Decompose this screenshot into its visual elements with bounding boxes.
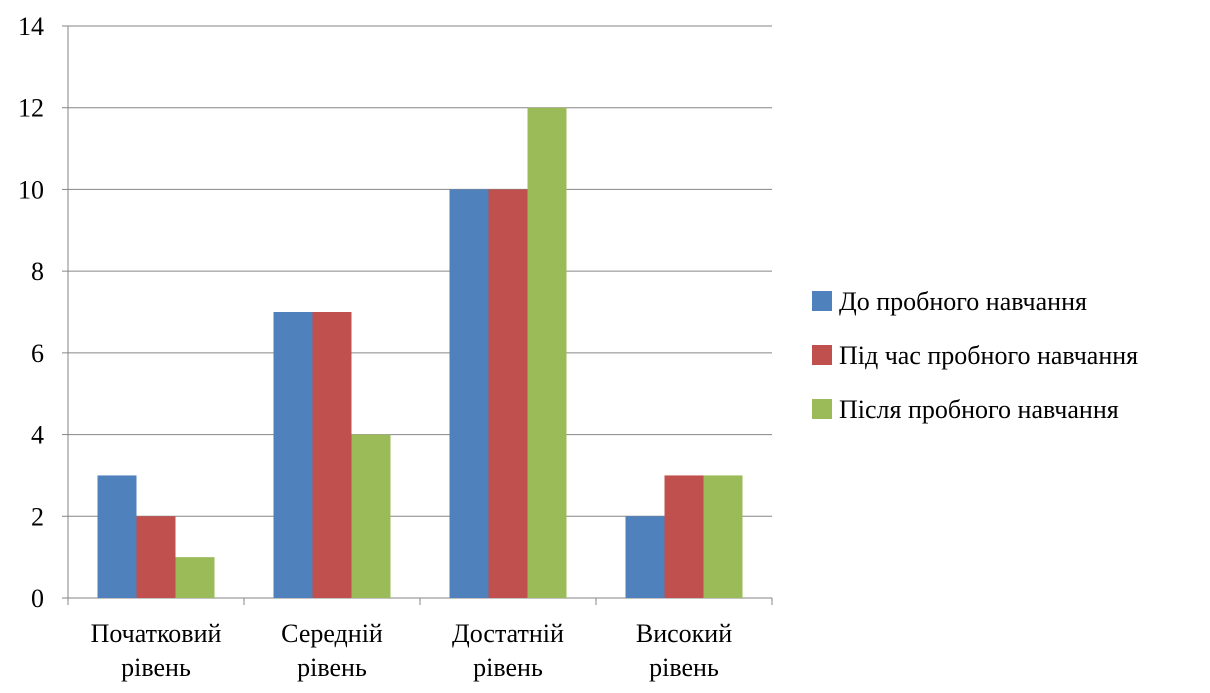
legend-item: Під час пробного навчання — [812, 341, 1138, 370]
x-category-label-line: Середній — [281, 619, 383, 648]
legend-label: Під час пробного навчання — [839, 341, 1138, 370]
bar-series-3-category-4 — [703, 475, 743, 598]
y-tick-label: 8 — [31, 257, 44, 286]
y-tick-label: 6 — [31, 339, 44, 368]
legend-label: До пробного навчання — [839, 287, 1087, 316]
x-category-label: Початковий рівень — [91, 619, 222, 682]
bar-series-3-category-1 — [175, 557, 215, 598]
bar-series-2-category-2 — [312, 312, 352, 598]
gridlines — [68, 25, 772, 517]
bar-series-1-category-1 — [97, 475, 137, 598]
legend-swatch — [812, 345, 832, 365]
bars — [97, 107, 743, 598]
x-category-label-line: рівень — [649, 653, 719, 682]
x-category-label-line: Достатній — [452, 619, 564, 648]
legend-swatch — [812, 291, 832, 311]
legend-swatch — [812, 399, 832, 419]
legend: До пробного навчання Під час пробного нав… — [812, 287, 1138, 424]
legend-label: Після пробного навчання — [839, 395, 1119, 424]
x-category-label-line: рівень — [473, 653, 543, 682]
y-tick-label: 10 — [18, 175, 44, 204]
x-category-label-line: рівень — [297, 653, 367, 682]
bar-series-1-category-4 — [625, 516, 665, 598]
bar-series-1-category-2 — [273, 312, 313, 598]
x-category-label-line: Початковий — [91, 619, 222, 648]
x-category-label: Високий рівень — [636, 619, 732, 682]
bar-series-2-category-4 — [664, 475, 704, 598]
y-tick-label: 14 — [18, 12, 44, 41]
x-category-label-line: Високий — [636, 619, 732, 648]
bar-series-3-category-3 — [527, 107, 567, 598]
bar-series-2-category-1 — [136, 516, 176, 598]
x-tick-labels: Початковий рівень Середній рівень Достатній р… — [91, 619, 733, 682]
y-tick-label: 12 — [18, 94, 44, 123]
bar-series-3-category-2 — [351, 434, 391, 598]
y-tick-label: 2 — [31, 502, 44, 531]
y-tick-label: 4 — [31, 421, 44, 450]
x-category-label-line: рівень — [121, 653, 191, 682]
bar-series-1-category-3 — [449, 189, 489, 598]
bar-series-2-category-3 — [488, 189, 528, 598]
y-tick-labels: 0 2 4 6 8 10 12 14 — [18, 12, 44, 613]
x-category-label: Достатній рівень — [452, 619, 564, 682]
x-category-label: Середній рівень — [281, 619, 383, 682]
legend-item: До пробного навчання — [812, 287, 1087, 316]
legend-item: Після пробного навчання — [812, 395, 1119, 424]
y-tick-label: 0 — [31, 584, 44, 613]
